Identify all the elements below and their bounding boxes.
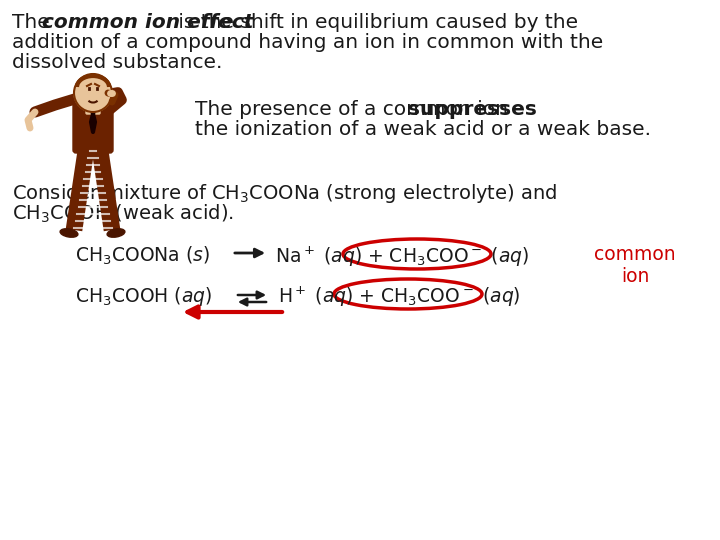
Ellipse shape	[107, 229, 125, 237]
Text: The: The	[12, 13, 56, 32]
Ellipse shape	[60, 229, 78, 237]
Text: suppresses: suppresses	[408, 100, 537, 119]
Text: the ionization of a weak acid or a weak base.: the ionization of a weak acid or a weak …	[195, 120, 651, 139]
Text: $\mathregular{H^+}$ $(aq)$ + $\mathregular{CH_3COO^-}$ $(aq)$: $\mathregular{H^+}$ $(aq)$ + $\mathregul…	[278, 285, 521, 309]
Text: addition of a compound having an ion in common with the: addition of a compound having an ion in …	[12, 33, 603, 52]
Text: $\mathregular{Na^+}$ $(aq)$ + $\mathregular{CH_3COO^-}$ $(aq)$: $\mathregular{Na^+}$ $(aq)$ + $\mathregu…	[275, 245, 529, 269]
Text: is the shift in equilibrium caused by the: is the shift in equilibrium caused by th…	[172, 13, 578, 32]
Text: common
ion: common ion	[594, 245, 676, 286]
Text: $\mathregular{CH_3COONa}$ $(s)$: $\mathregular{CH_3COONa}$ $(s)$	[75, 245, 210, 267]
Text: $\mathregular{CH_3COOH}$ (weak acid).: $\mathregular{CH_3COOH}$ (weak acid).	[12, 203, 234, 225]
Text: $\mathregular{CH_3COOH}$ $(aq)$: $\mathregular{CH_3COOH}$ $(aq)$	[75, 285, 212, 308]
FancyBboxPatch shape	[73, 95, 113, 153]
Text: common ion effect: common ion effect	[42, 13, 253, 32]
FancyBboxPatch shape	[86, 98, 100, 114]
Text: dissolved substance.: dissolved substance.	[12, 53, 222, 72]
Text: The presence of a common ion: The presence of a common ion	[195, 100, 514, 119]
Text: Consider mixture of $\mathregular{CH_3COONa}$ (strong electrolyte) and: Consider mixture of $\mathregular{CH_3CO…	[12, 182, 557, 205]
Circle shape	[74, 74, 112, 112]
